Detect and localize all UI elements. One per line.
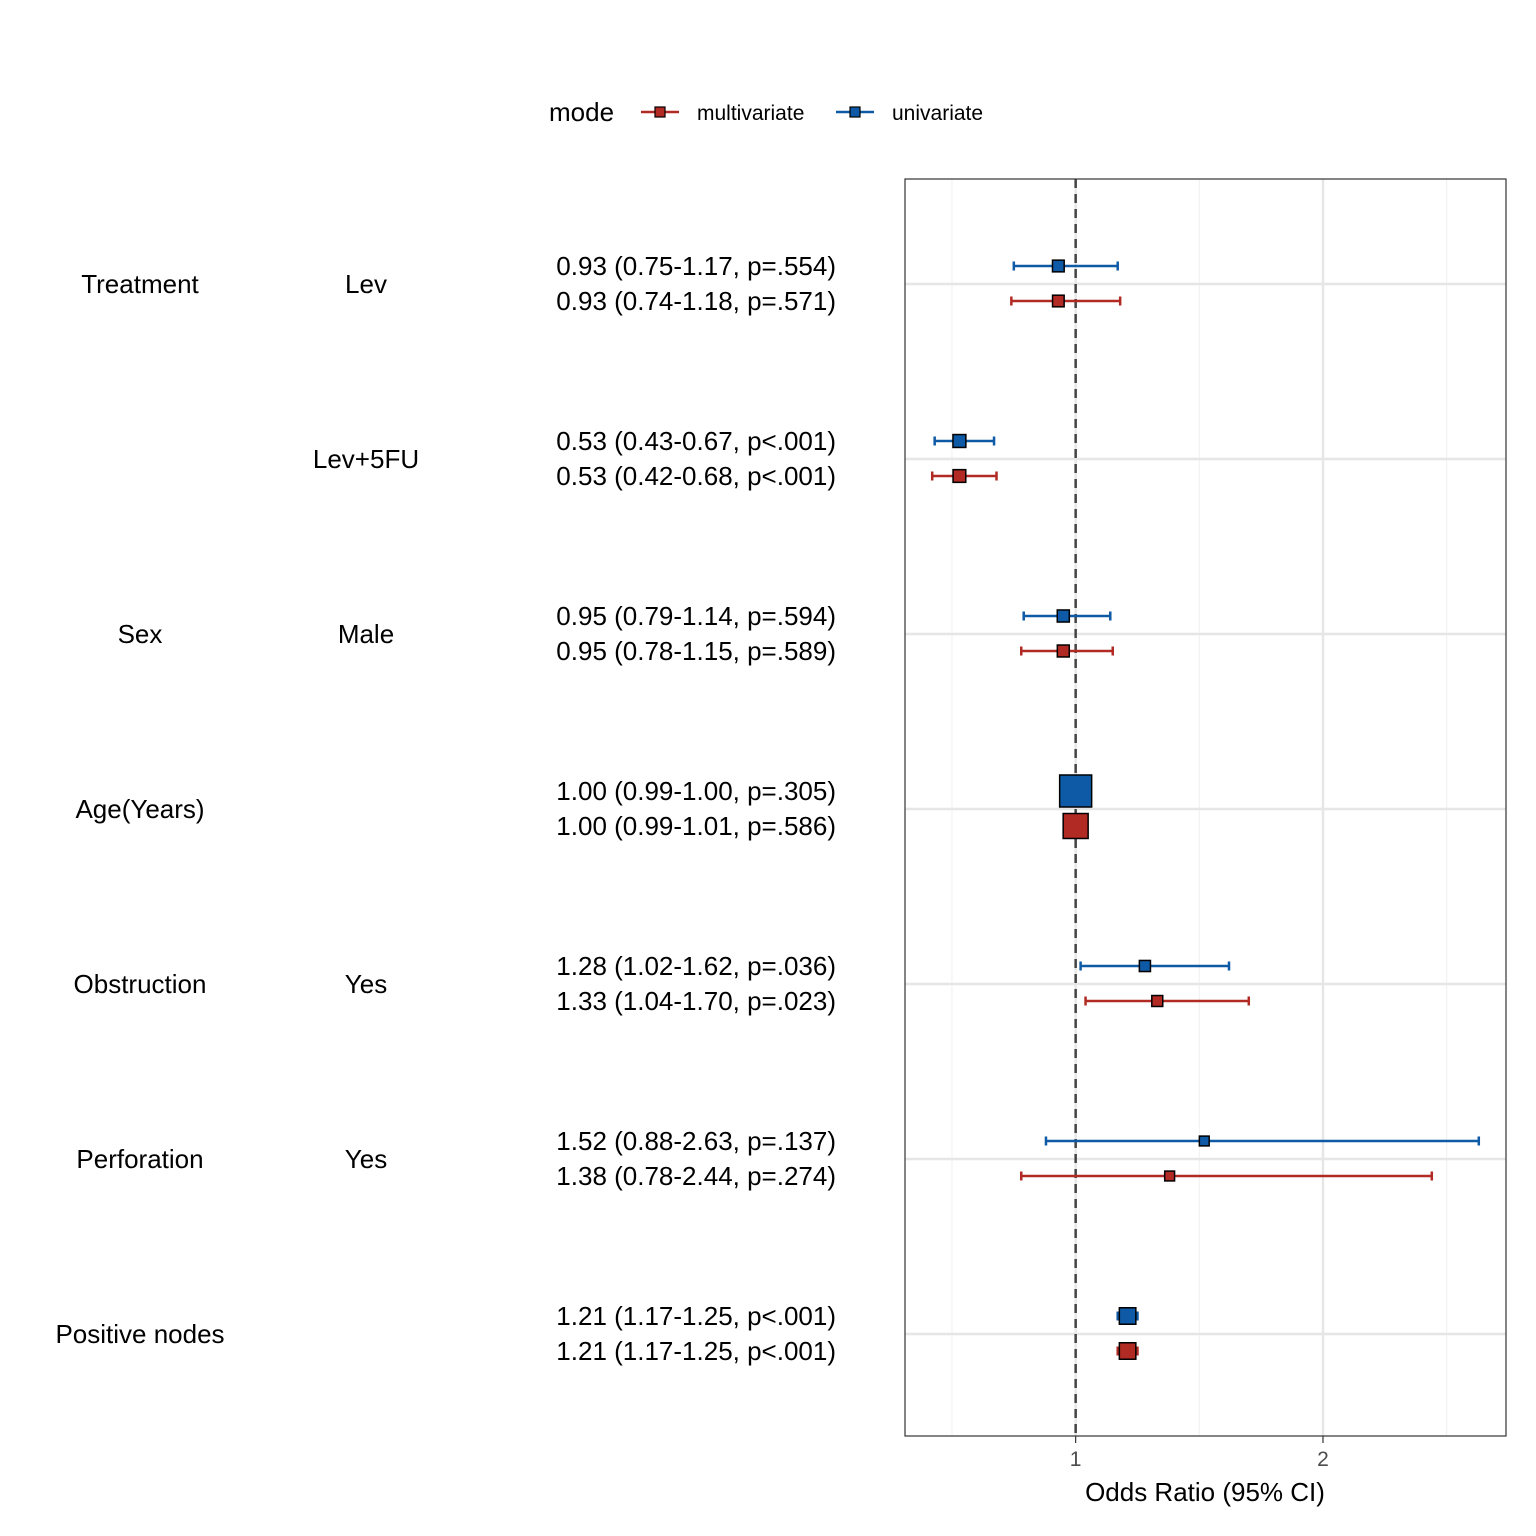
univariate-point: [1051, 259, 1065, 273]
plot-panel: [904, 178, 1507, 1437]
multivariate-estimate-label: 0.95 (0.78-1.15, p=.589): [556, 636, 836, 666]
x-tick-label: 1: [1070, 1448, 1082, 1471]
multivariate-point: [1163, 1170, 1176, 1182]
multivariate-point: [1151, 994, 1164, 1008]
level-label: Lev: [345, 269, 387, 299]
legend-label-univariate: univariate: [892, 102, 983, 125]
multivariate-point: [952, 468, 967, 484]
level-label: Male: [338, 619, 394, 649]
multivariate-point: [1118, 1342, 1137, 1360]
multivariate-point: [1062, 812, 1089, 840]
legend: mode multivariate univariate: [549, 97, 983, 127]
multivariate-point: [1056, 644, 1071, 658]
x-axis-label: Odds Ratio (95% CI): [1085, 1477, 1325, 1507]
univariate-estimate-label: 1.52 (0.88-2.63, p=.137): [556, 1126, 836, 1156]
univariate-point: [1138, 959, 1152, 973]
univariate-point: [1198, 1135, 1210, 1147]
multivariate-estimate-label: 1.33 (1.04-1.70, p=.023): [556, 986, 836, 1016]
univariate-estimate-label: 0.93 (0.75-1.17, p=.554): [556, 251, 836, 281]
minor-gridlines: [951, 179, 1448, 1436]
level-label: Yes: [345, 969, 387, 999]
panel-background: [905, 179, 1506, 1436]
variable-label: Sex: [118, 619, 163, 649]
univariate-estimate-label: 0.53 (0.43-0.67, p<.001): [556, 426, 836, 456]
variable-label: Treatment: [81, 269, 199, 299]
univariate-estimate-label: 1.21 (1.17-1.25, p<.001): [556, 1301, 836, 1331]
univariate-estimate-label: 1.28 (1.02-1.62, p=.036): [556, 951, 836, 981]
legend-key-univariate: [849, 106, 861, 118]
variable-label: Perforation: [76, 1144, 203, 1174]
row-gridlines: [905, 282, 1506, 1336]
univariate-point: [1058, 774, 1093, 808]
univariate-estimate-label: 1.00 (0.99-1.00, p=.305): [556, 776, 836, 806]
level-label: Yes: [345, 1144, 387, 1174]
legend-label-multivariate: multivariate: [697, 102, 804, 125]
variable-label: Positive nodes: [55, 1319, 224, 1349]
panel-border: [904, 178, 1507, 1437]
multivariate-estimate-label: 1.38 (0.78-2.44, p=.274): [556, 1161, 836, 1191]
univariate-point: [1118, 1307, 1137, 1325]
multivariate-estimate-label: 1.00 (0.99-1.01, p=.586): [556, 811, 836, 841]
multivariate-estimate-label: 0.93 (0.74-1.18, p=.571): [556, 286, 836, 316]
x-tick-label: 2: [1317, 1448, 1329, 1471]
legend-key-multivariate: [654, 106, 666, 118]
legend-title: mode: [549, 97, 614, 127]
variable-label: Obstruction: [74, 969, 207, 999]
multivariate-estimate-label: 0.53 (0.42-0.68, p<.001): [556, 461, 836, 491]
data-marks: [930, 259, 1481, 1360]
level-label: Lev+5FU: [313, 444, 419, 474]
variable-label: Age(Years): [75, 794, 204, 824]
univariate-point: [952, 433, 967, 449]
multivariate-estimate-label: 1.21 (1.17-1.25, p<.001): [556, 1336, 836, 1366]
univariate-estimate-label: 0.95 (0.79-1.14, p=.594): [556, 601, 836, 631]
multivariate-point: [1051, 294, 1065, 308]
univariate-point: [1056, 609, 1071, 623]
table-text: Treatment Lev 0.93 (0.75-1.17, p=.554) 0.93…: [55, 251, 836, 1366]
